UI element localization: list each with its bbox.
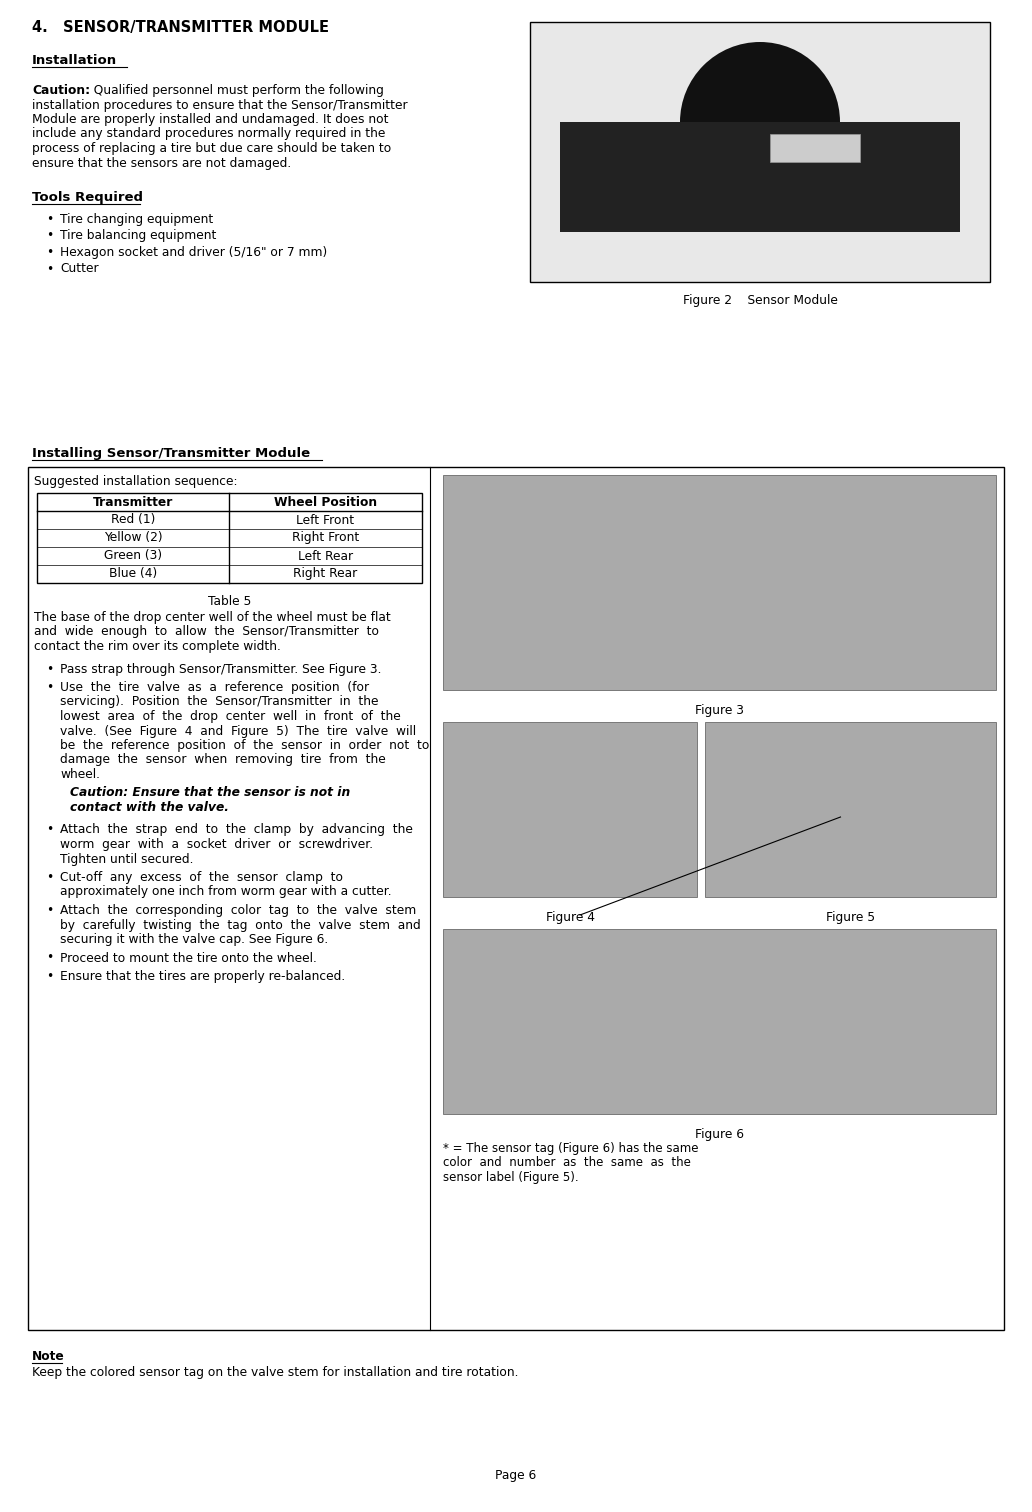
Bar	[443, 723, 697, 897]
Text: Note: Note	[32, 1350, 65, 1362]
Text: Wheel Position: Wheel Position	[273, 496, 377, 508]
Text: securing it with the valve cap. See Figure 6.: securing it with the valve cap. See Figu…	[60, 933, 328, 947]
Text: Attach  the  corresponding  color  tag  to  the  valve  stem: Attach the corresponding color tag to th…	[60, 904, 416, 916]
Text: Page 6: Page 6	[495, 1470, 537, 1482]
Text: Green (3): Green (3)	[104, 549, 162, 562]
Text: ensure that the sensors are not damaged.: ensure that the sensors are not damaged.	[32, 157, 291, 169]
Text: Proceed to mount the tire onto the wheel.: Proceed to mount the tire onto the wheel…	[60, 951, 317, 965]
Bar	[705, 723, 996, 897]
Text: Caution:: Caution:	[32, 85, 90, 97]
Text: damage  the  sensor  when  removing  tire  from  the: damage the sensor when removing tire fro…	[60, 753, 386, 767]
Bar	[28, 467, 1004, 1331]
Text: •: •	[46, 904, 54, 916]
Text: sensor label (Figure 5).: sensor label (Figure 5).	[443, 1170, 579, 1184]
Text: contact with the valve.: contact with the valve.	[70, 801, 229, 813]
Text: •: •	[46, 680, 54, 694]
Bar	[37, 493, 422, 584]
Text: Right Front: Right Front	[292, 532, 359, 544]
Text: The base of the drop center well of the wheel must be flat: The base of the drop center well of the …	[34, 611, 391, 624]
Text: by  carefully  twisting  the  tag  onto  the  valve  stem  and: by carefully twisting the tag onto the v…	[60, 918, 421, 931]
Text: Yellow (2): Yellow (2)	[103, 532, 162, 544]
Text: Figure 3: Figure 3	[695, 705, 744, 717]
Bar	[443, 928, 996, 1114]
Text: •: •	[46, 230, 54, 242]
Text: Cut-off  any  excess  of  the  sensor  clamp  to: Cut-off any excess of the sensor clamp t…	[60, 871, 343, 885]
Text: Installation: Installation	[32, 54, 117, 67]
Text: process of replacing a tire but due care should be taken to: process of replacing a tire but due care…	[32, 142, 391, 156]
Bar	[560, 122, 960, 231]
Text: Installing Sensor/Transmitter Module: Installing Sensor/Transmitter Module	[32, 448, 311, 460]
Text: Figure 2    Sensor Module: Figure 2 Sensor Module	[682, 293, 837, 307]
Bar	[443, 475, 996, 689]
Text: Cutter: Cutter	[60, 263, 99, 275]
Text: be  the  reference  position  of  the  sensor  in  order  not  to: be the reference position of the sensor …	[60, 739, 429, 751]
Text: servicing).  Position  the  Sensor/Transmitter  in  the: servicing). Position the Sensor/Transmit…	[60, 696, 379, 709]
Text: and  wide  enough  to  allow  the  Sensor/Transmitter  to: and wide enough to allow the Sensor/Tran…	[34, 626, 379, 638]
Text: Figure 6: Figure 6	[695, 1128, 744, 1142]
Text: Use  the  tire  valve  as  a  reference  position  (for: Use the tire valve as a reference positi…	[60, 680, 369, 694]
Text: •: •	[46, 824, 54, 836]
Text: Suggested installation sequence:: Suggested installation sequence:	[34, 475, 237, 488]
Text: Attach  the  strap  end  to  the  clamp  by  advancing  the: Attach the strap end to the clamp by adv…	[60, 824, 413, 836]
Text: Keep the colored sensor tag on the valve stem for installation and tire rotation: Keep the colored sensor tag on the valve…	[32, 1365, 518, 1379]
Text: Table 5: Table 5	[207, 596, 251, 608]
Text: Pass strap through Sensor/Transmitter. See Figure 3.: Pass strap through Sensor/Transmitter. S…	[60, 662, 382, 676]
Text: Ensure that the tires are properly re-balanced.: Ensure that the tires are properly re-ba…	[60, 971, 346, 983]
Text: worm  gear  with  a  socket  driver  or  screwdriver.: worm gear with a socket driver or screwd…	[60, 838, 374, 851]
Text: Figure 4: Figure 4	[546, 912, 594, 924]
Text: Hexagon socket and driver (5/16" or 7 mm): Hexagon socket and driver (5/16" or 7 mm…	[60, 246, 327, 259]
Text: •: •	[46, 951, 54, 965]
Text: Tighten until secured.: Tighten until secured.	[60, 853, 194, 865]
Text: Module are properly installed and undamaged. It does not: Module are properly installed and undama…	[32, 113, 388, 125]
Text: •: •	[46, 263, 54, 275]
Text: •: •	[46, 971, 54, 983]
Bar	[530, 23, 990, 283]
Text: approximately one inch from worm gear with a cutter.: approximately one inch from worm gear wi…	[60, 886, 391, 898]
Text: Tools Required: Tools Required	[32, 191, 143, 204]
Text: •: •	[46, 213, 54, 225]
Text: Left Rear: Left Rear	[298, 549, 353, 562]
Text: •: •	[46, 662, 54, 676]
Text: 4.   SENSOR/TRANSMITTER MODULE: 4. SENSOR/TRANSMITTER MODULE	[32, 20, 329, 35]
Text: •: •	[46, 246, 54, 259]
Text: Red (1): Red (1)	[110, 514, 155, 526]
Text: Right Rear: Right Rear	[293, 567, 358, 581]
Text: include any standard procedures normally required in the: include any standard procedures normally…	[32, 127, 385, 141]
Text: Blue (4): Blue (4)	[108, 567, 157, 581]
Text: color  and  number  as  the  same  as  the: color and number as the same as the	[443, 1157, 690, 1169]
Text: Figure 5: Figure 5	[826, 912, 875, 924]
Text: installation procedures to ensure that the Sensor/Transmitter: installation procedures to ensure that t…	[32, 98, 408, 112]
Text: wheel.: wheel.	[60, 768, 100, 782]
Text: Tire balancing equipment: Tire balancing equipment	[60, 230, 217, 242]
Text: lowest  area  of  the  drop  center  well  in  front  of  the: lowest area of the drop center well in f…	[60, 711, 400, 723]
Text: Left Front: Left Front	[296, 514, 355, 526]
Bar	[770, 135, 860, 162]
Text: Transmitter: Transmitter	[93, 496, 173, 508]
Text: * = The sensor tag (Figure 6) has the same: * = The sensor tag (Figure 6) has the sa…	[443, 1142, 699, 1155]
Text: contact the rim over its complete width.: contact the rim over its complete width.	[34, 640, 281, 653]
Text: •: •	[46, 871, 54, 885]
Wedge shape	[680, 42, 840, 122]
Text: Qualified personnel must perform the following: Qualified personnel must perform the fol…	[86, 85, 384, 97]
Text: Caution: Ensure that the sensor is not in: Caution: Ensure that the sensor is not i…	[70, 786, 350, 800]
Text: valve.  (See  Figure  4  and  Figure  5)  The  tire  valve  will: valve. (See Figure 4 and Figure 5) The t…	[60, 724, 416, 738]
Text: Tire changing equipment: Tire changing equipment	[60, 213, 214, 225]
